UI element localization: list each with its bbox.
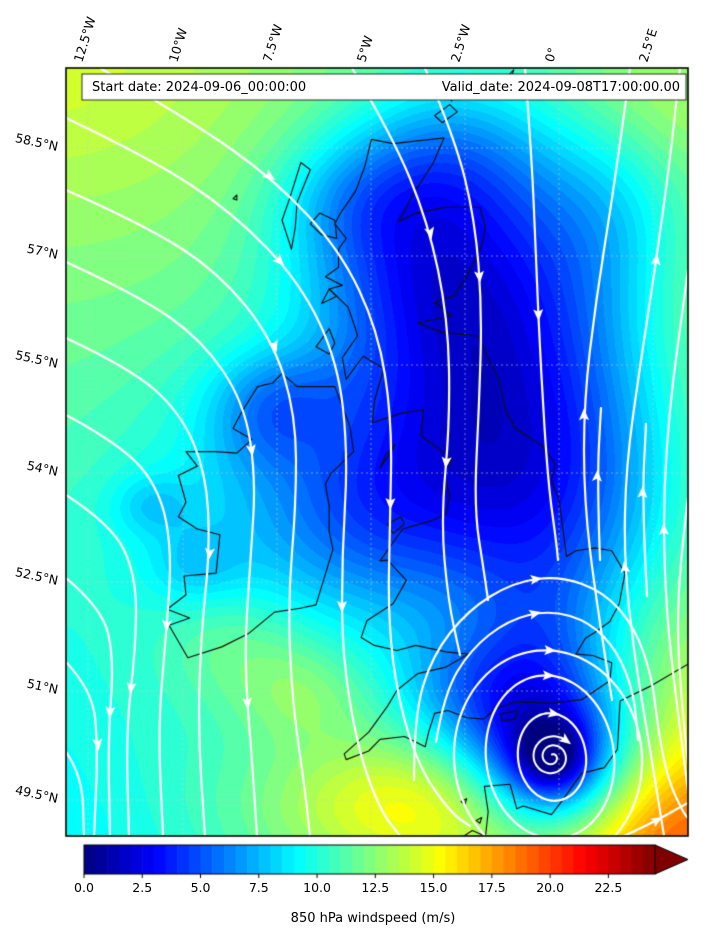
start-date-label: Start date: 2024-09-06_00:00:00 bbox=[92, 80, 307, 95]
colorbar-tick-label: 17.5 bbox=[477, 880, 506, 895]
colorbar-tick-label: 22.5 bbox=[594, 880, 623, 895]
colorbar-tick-label: 20.0 bbox=[536, 880, 565, 895]
colorbar-tick-label: 2.5 bbox=[132, 880, 153, 895]
colorbar-tick-label: 7.5 bbox=[248, 880, 269, 895]
valid-date-label: Valid_date: 2024-09-08T17:00:00.00 bbox=[441, 80, 680, 95]
colorbar-tick-label: 0.0 bbox=[74, 880, 94, 895]
colorbar-label: 850 hPa windspeed (m/s) bbox=[290, 911, 456, 926]
colorbar-tick-label: 12.5 bbox=[361, 880, 390, 895]
colorbar-tick-label: 10.0 bbox=[303, 880, 331, 895]
colorbar-tick-label: 5.0 bbox=[190, 880, 211, 895]
colorbar-tick-label: 15.0 bbox=[419, 880, 448, 895]
